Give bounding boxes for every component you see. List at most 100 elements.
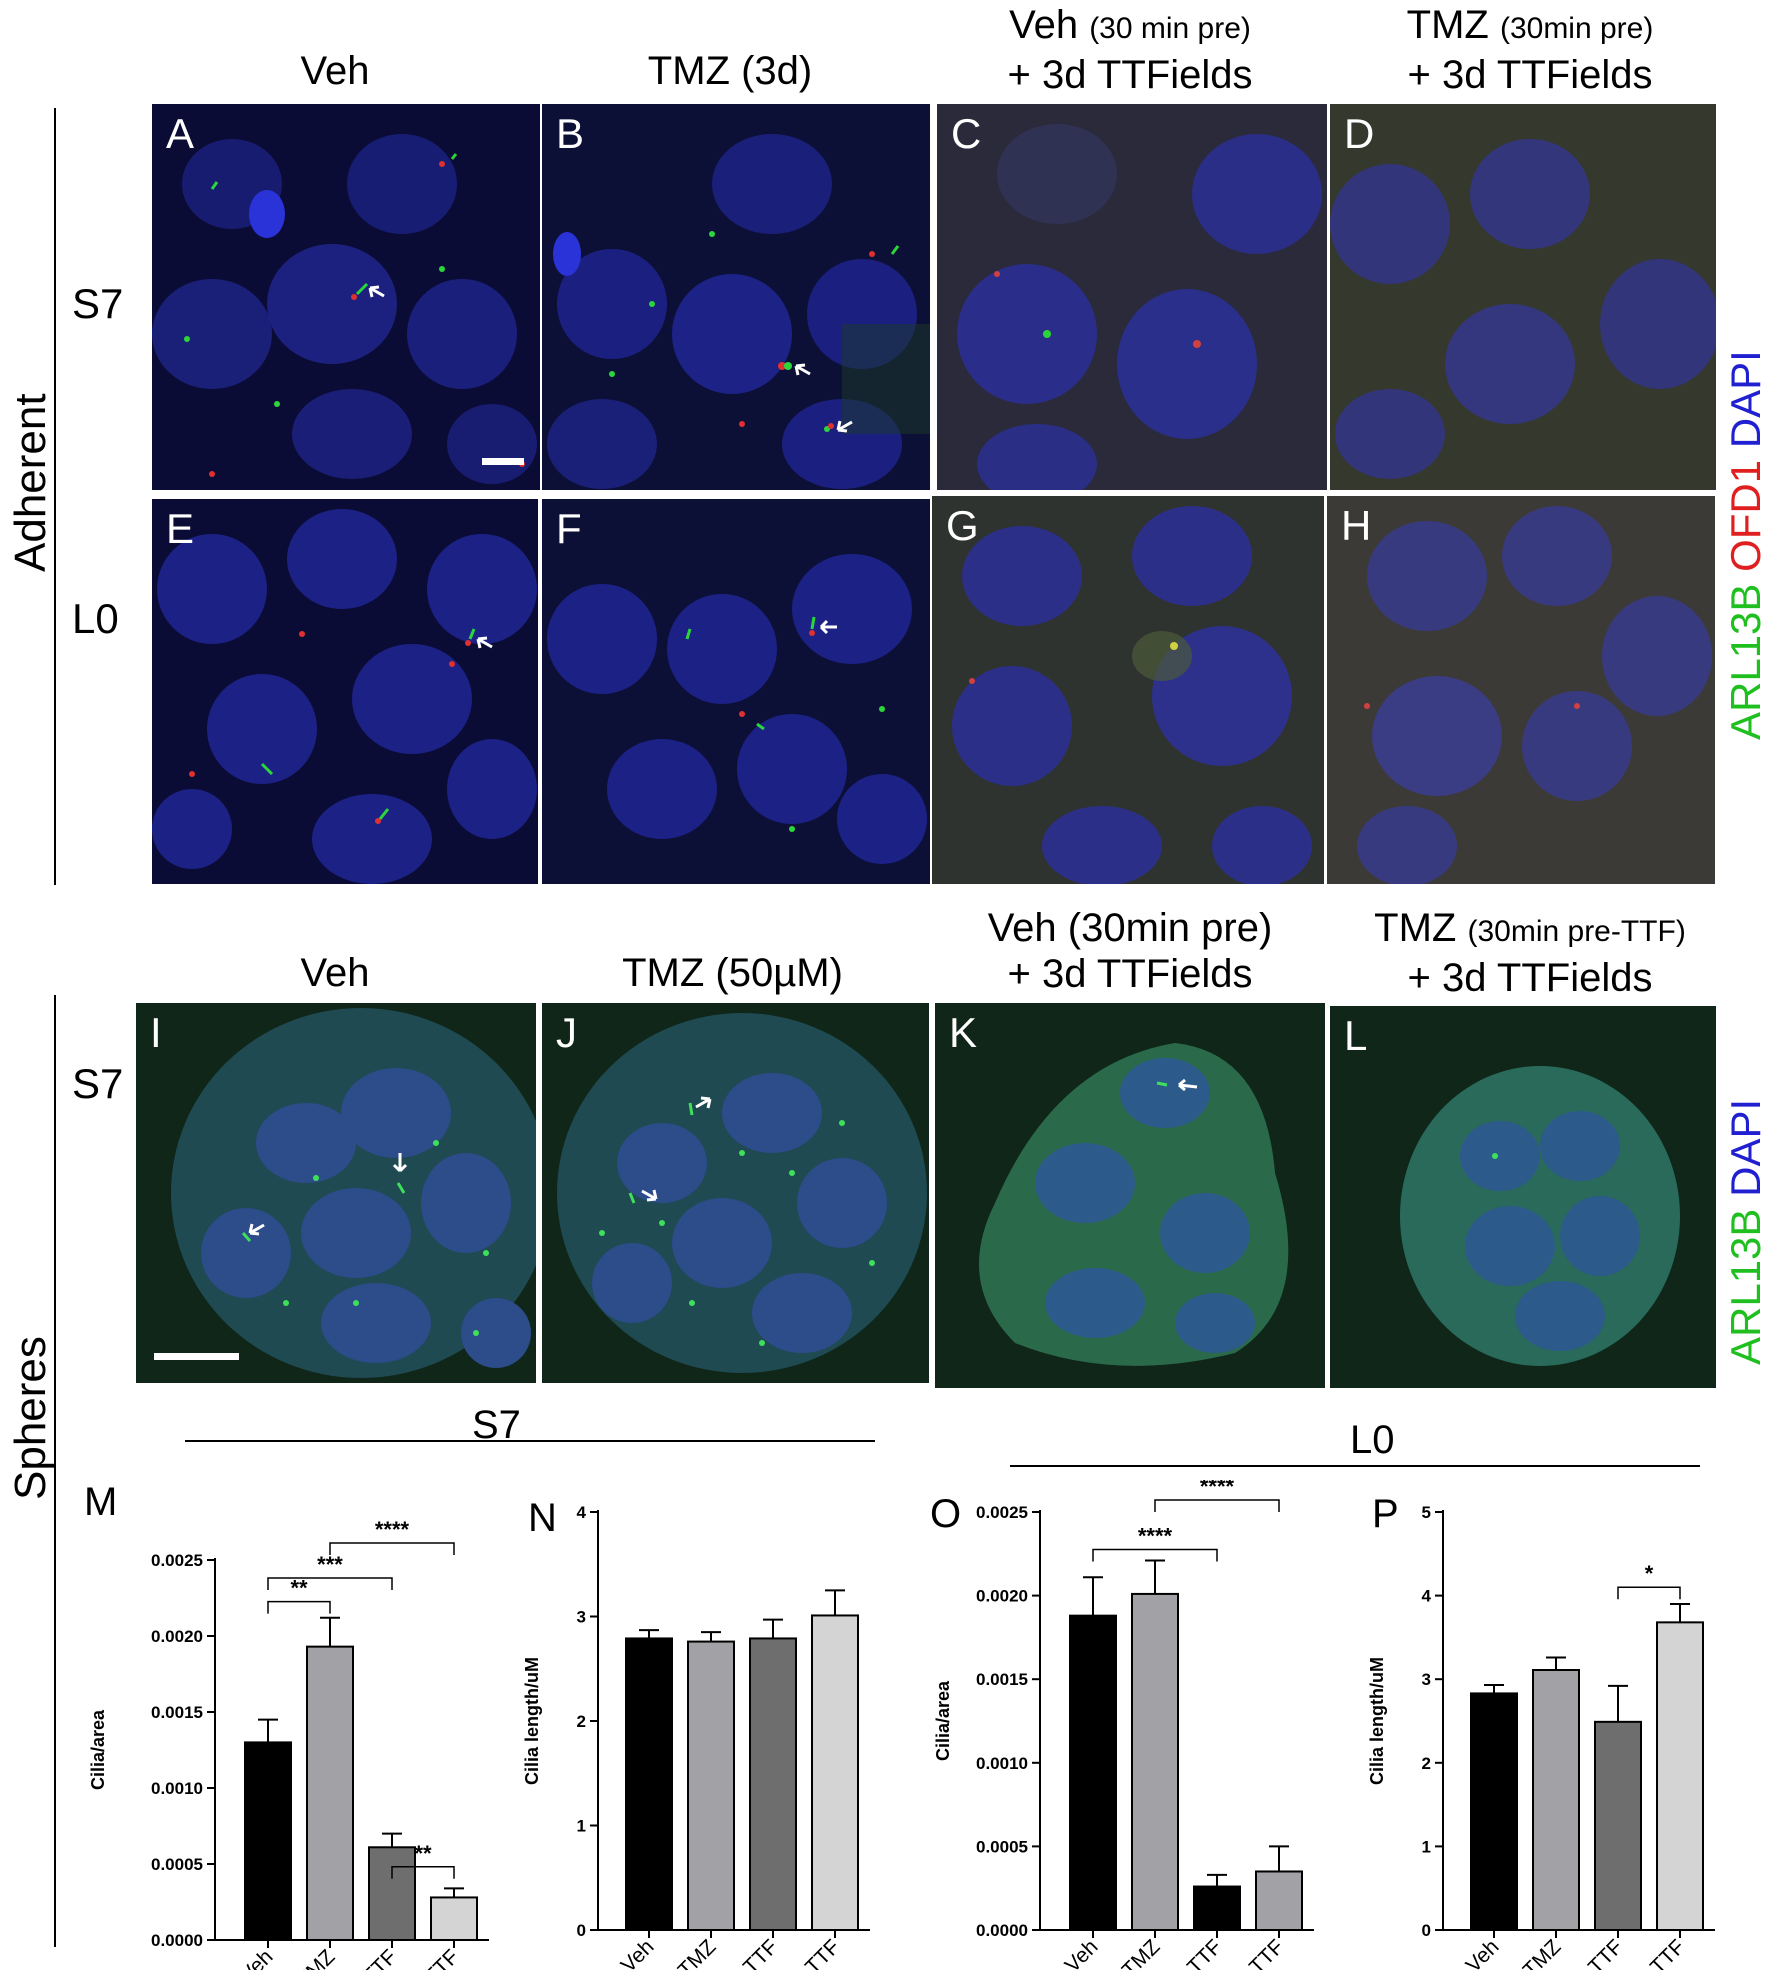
bar bbox=[687, 1640, 735, 1932]
panel-label-f: F bbox=[556, 505, 582, 552]
sphere-header-tmz-main: TMZ bbox=[1374, 906, 1457, 950]
bar bbox=[749, 1637, 797, 1931]
y-tick-label: 4 bbox=[577, 1503, 587, 1522]
bar bbox=[1470, 1692, 1518, 1931]
panel-label-a: A bbox=[166, 110, 195, 157]
significance-label: ** bbox=[414, 1841, 432, 1866]
y-tick-label: 1 bbox=[1422, 1837, 1431, 1856]
adherent-label: Adherent bbox=[6, 393, 55, 572]
significance-label: **** bbox=[1138, 1523, 1173, 1548]
row-label-l0: L0 bbox=[72, 595, 119, 642]
bar bbox=[1255, 1870, 1303, 1932]
y-axis-label: Cilia/area bbox=[88, 1709, 108, 1790]
bar bbox=[368, 1846, 416, 1941]
significance-bracket bbox=[1617, 1586, 1681, 1600]
legend-ofd1: OFD1 bbox=[1722, 459, 1769, 572]
legend-dapi: DAPI bbox=[1722, 350, 1769, 449]
group-line-s7 bbox=[185, 1440, 875, 1442]
sphere-header-veh-line2: + 3d TTFields bbox=[1007, 952, 1253, 996]
sphere-row-label-s7: S7 bbox=[72, 1060, 124, 1107]
header-tmz-ttfields: TMZ (30min pre) + 3d TTFields bbox=[1330, 2, 1730, 98]
micrograph-panel-i: I bbox=[136, 1003, 536, 1383]
y-tick-label: 4 bbox=[1422, 1587, 1432, 1606]
sphere-header-tmz-ttfields: TMZ (30min pre-TTF) + 3d TTFields bbox=[1325, 905, 1735, 1001]
adherent-channel-legend: ARL13B OFD1 DAPI bbox=[1722, 350, 1770, 740]
spheres-channel-legend: ARL13B DAPI bbox=[1722, 1099, 1770, 1365]
y-tick-label: 0.0015 bbox=[976, 1670, 1028, 1689]
sphere-header-tmz: TMZ (50µM) bbox=[622, 951, 843, 995]
sphere-header-veh-ttfields: Veh (30min pre) + 3d TTFields bbox=[930, 905, 1330, 997]
header-tmz-line2: + 3d TTFields bbox=[1407, 53, 1653, 97]
chart-o-cilia-area: 0.0000 0.0005 0.0010 0.0015 0.0020 0.0025 Cili… bbox=[933, 1480, 1314, 1970]
significance-label: **** bbox=[375, 1517, 410, 1542]
y-tick-label: 2 bbox=[577, 1712, 586, 1731]
y-tick-label: 0 bbox=[577, 1921, 586, 1940]
panel-label-b: B bbox=[556, 110, 585, 157]
bar bbox=[1069, 1614, 1117, 1931]
panel-label-k: K bbox=[949, 1009, 978, 1056]
micrograph-panel-e: E bbox=[152, 499, 538, 884]
panel-label-o: O bbox=[930, 1492, 962, 1536]
group-line-l0 bbox=[1010, 1465, 1700, 1467]
header-tmz-3d: TMZ (3d) bbox=[647, 49, 813, 93]
y-tick-label: 0.0000 bbox=[976, 1921, 1028, 1940]
group-label-s7: S7 bbox=[472, 1403, 521, 1447]
micrograph-panel-h: H bbox=[1327, 496, 1715, 884]
bar bbox=[244, 1741, 292, 1941]
y-tick-label: 0.0025 bbox=[976, 1503, 1028, 1522]
bar bbox=[1193, 1885, 1241, 1932]
significance-bracket bbox=[1154, 1499, 1280, 1512]
micrograph-panel-f: F bbox=[542, 499, 930, 884]
significance-bracket bbox=[391, 1866, 455, 1879]
x-tick-label: Veh bbox=[236, 1945, 278, 1970]
panel-label-n: N bbox=[528, 1496, 557, 1540]
panel-label-e: E bbox=[166, 505, 195, 552]
y-axis-label: Cilia length/uM bbox=[522, 1657, 542, 1785]
micrograph-panel-j: J bbox=[542, 1003, 929, 1383]
micrograph-panel-l: L bbox=[1330, 1006, 1716, 1388]
micrograph-panel-a: A bbox=[152, 104, 540, 490]
micrograph-panel-k: K bbox=[935, 1003, 1325, 1388]
bar bbox=[430, 1896, 478, 1942]
y-axis-label: Cilia length/uM bbox=[1367, 1657, 1387, 1785]
panel-label-d: D bbox=[1344, 110, 1375, 157]
y-tick-label: 3 bbox=[1422, 1670, 1431, 1689]
significance-label: **** bbox=[1200, 1480, 1235, 1499]
group-label-l0: L0 bbox=[1350, 1418, 1395, 1462]
header-veh-small: (30 min pre) bbox=[1089, 12, 1251, 45]
micrograph-panel-g: G bbox=[932, 496, 1324, 884]
significance-bracket bbox=[267, 1600, 331, 1614]
bar bbox=[306, 1645, 354, 1941]
significance-label: *** bbox=[317, 1552, 343, 1577]
header-veh-main: Veh bbox=[1009, 3, 1079, 47]
y-tick-label: 3 bbox=[577, 1608, 586, 1627]
x-tick-label: TMZ bbox=[293, 1945, 340, 1970]
bar bbox=[625, 1637, 673, 1931]
panel-label-j: J bbox=[556, 1009, 577, 1056]
bar bbox=[1131, 1592, 1179, 1931]
significance-bracket bbox=[267, 1577, 393, 1590]
y-tick-label: 0.0005 bbox=[976, 1837, 1028, 1856]
y-tick-label: 0.0010 bbox=[976, 1754, 1028, 1773]
significance-label: * bbox=[1645, 1561, 1654, 1586]
panel-label-i: I bbox=[150, 1009, 162, 1056]
header-veh-ttfields: Veh (30 min pre) + 3d TTFields bbox=[930, 2, 1330, 98]
panel-label-c: C bbox=[951, 110, 982, 157]
significance-bracket bbox=[1092, 1548, 1218, 1562]
y-tick-label: 2 bbox=[1422, 1754, 1431, 1773]
sphere-header-veh: Veh bbox=[300, 951, 370, 995]
sphere-header-tmz-small: (30min pre-TTF) bbox=[1467, 915, 1686, 948]
y-axis-label: Cilia/area bbox=[933, 1680, 953, 1761]
panel-label-l: L bbox=[1344, 1012, 1368, 1059]
micrograph-panel-c: C bbox=[937, 104, 1327, 490]
bar bbox=[1532, 1669, 1580, 1931]
legend-arl13b: ARL13B bbox=[1722, 583, 1769, 740]
bar bbox=[1656, 1621, 1704, 1932]
micrograph-panel-d: D bbox=[1330, 104, 1716, 490]
x-tick-label: TMZ bbox=[1118, 1935, 1165, 1970]
x-tick-label: Veh bbox=[1462, 1935, 1504, 1970]
micrograph-panel-b: B bbox=[542, 104, 930, 490]
x-tick-label: TMZ bbox=[674, 1935, 721, 1970]
